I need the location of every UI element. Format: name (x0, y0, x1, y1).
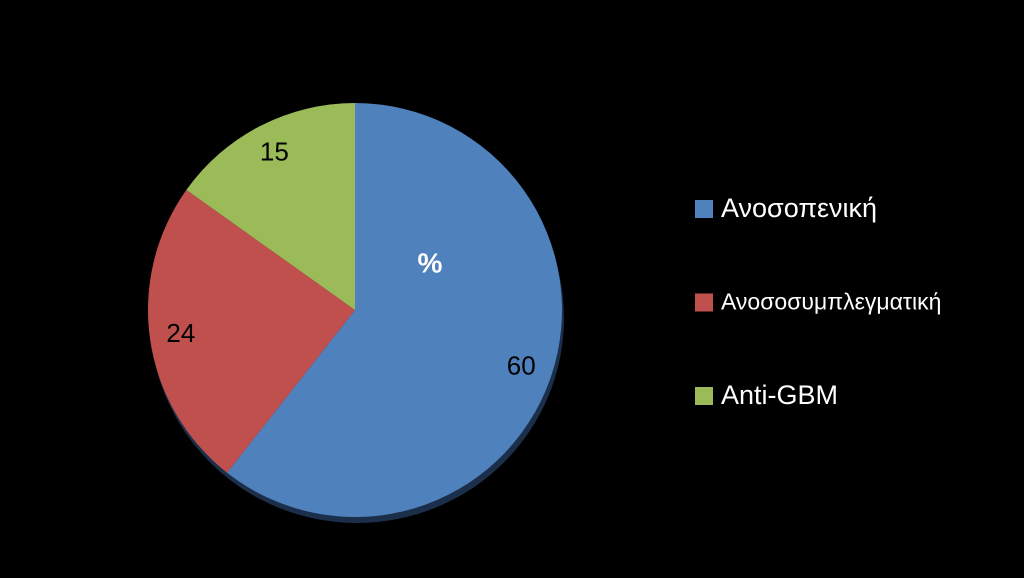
data-label: 15 (260, 136, 289, 166)
legend-swatch (695, 293, 713, 312)
pie-slice (227, 102, 563, 518)
legend-label: Ανοσοσυμπλεγματική (721, 289, 941, 315)
legend-label: Anti-GBM (721, 380, 838, 410)
legend: Ανοσοπενική Ανοσοσυμπλεγματική Anti-GBM (695, 193, 941, 410)
pie-slice (186, 103, 355, 310)
data-label: 24 (166, 318, 195, 348)
pie: 60 24 15 (148, 102, 563, 518)
legend-label: Ανοσοπενική (721, 193, 877, 223)
chart-title: % (418, 247, 443, 278)
data-label: 60 (507, 350, 536, 380)
legend-swatch (695, 200, 713, 218)
legend-swatch (695, 387, 713, 405)
pie-slice (148, 189, 355, 473)
